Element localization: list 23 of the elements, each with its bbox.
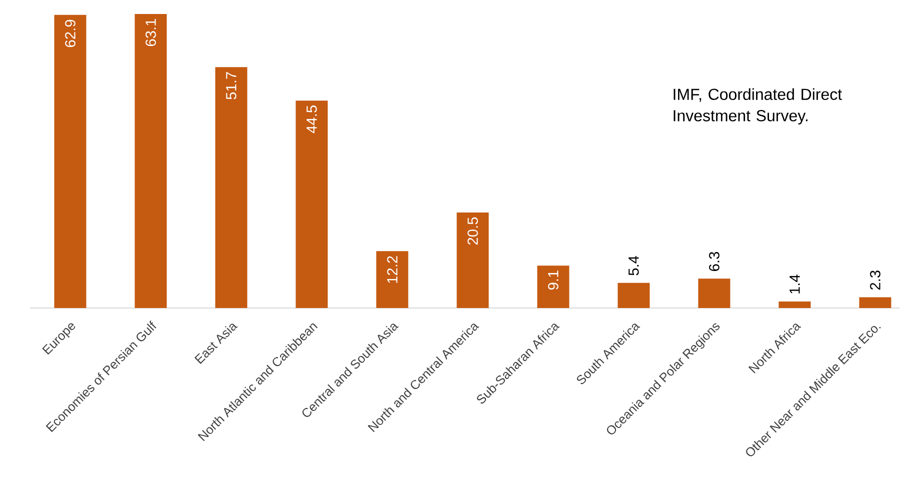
data-label: 12.2 — [387, 256, 398, 283]
bar — [134, 14, 167, 308]
data-label: 20.5 — [468, 217, 478, 245]
data-label: 63.1 — [146, 18, 156, 46]
bar — [54, 14, 86, 308]
bar — [618, 282, 650, 308]
data-label: 44.5 — [306, 106, 317, 134]
bar — [778, 301, 811, 308]
data-label: 9.1 — [548, 270, 558, 290]
bar — [537, 266, 570, 308]
data-label: 62.9 — [65, 20, 76, 47]
bar — [376, 251, 408, 308]
data-label: 5.4 — [628, 256, 639, 276]
data-label: 2.3 — [870, 270, 880, 290]
bar — [859, 297, 892, 308]
bar — [456, 212, 489, 308]
bar — [215, 67, 248, 308]
data-label: 1.4 — [790, 274, 800, 294]
bar — [296, 100, 328, 308]
data-label: 51.7 — [226, 72, 236, 100]
data-label: 6.3 — [709, 252, 720, 271]
bar — [698, 278, 730, 308]
annotation: IMF, Coordinated Direct Investment Survey. — [674, 88, 842, 125]
